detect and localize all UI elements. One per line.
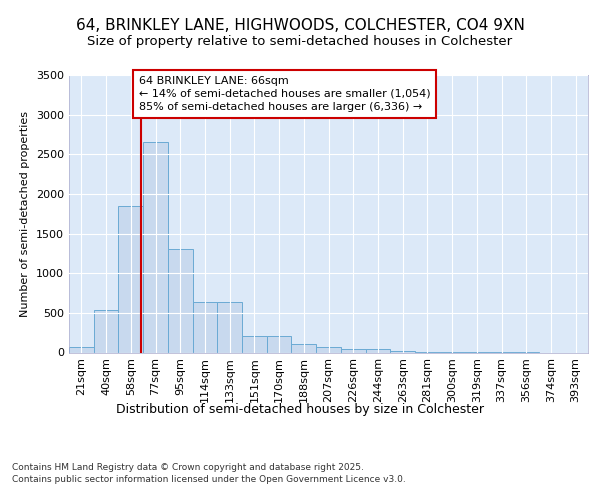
Text: Contains HM Land Registry data © Crown copyright and database right 2025.
Contai: Contains HM Land Registry data © Crown c… [12,462,406,484]
Bar [292,344,316,352]
Text: Distribution of semi-detached houses by size in Colchester: Distribution of semi-detached houses by … [116,402,484,415]
Bar [242,336,267,352]
Bar [193,302,217,352]
Text: 64 BRINKLEY LANE: 66sqm
← 14% of semi-detached houses are smaller (1,054)
85% of: 64 BRINKLEY LANE: 66sqm ← 14% of semi-de… [139,76,430,112]
Bar [69,346,94,352]
Bar [168,250,193,352]
Y-axis label: Number of semi-detached properties: Number of semi-detached properties [20,111,31,317]
Text: Size of property relative to semi-detached houses in Colchester: Size of property relative to semi-detach… [88,35,512,48]
Bar [365,350,390,352]
Bar [316,348,341,352]
Bar [118,206,143,352]
Text: 64, BRINKLEY LANE, HIGHWOODS, COLCHESTER, CO4 9XN: 64, BRINKLEY LANE, HIGHWOODS, COLCHESTER… [76,18,524,32]
Bar [267,336,292,352]
Bar [341,348,365,352]
Bar [390,351,415,352]
Bar [143,142,168,352]
Bar [94,310,118,352]
Bar [217,302,242,352]
